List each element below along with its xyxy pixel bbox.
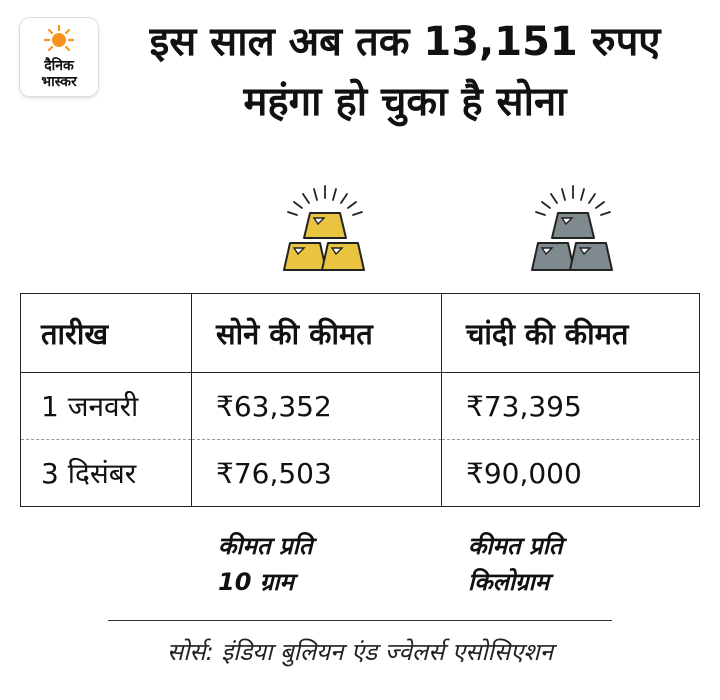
gold-bars-icon — [283, 185, 365, 271]
cell-gold-price: ₹63,352 — [191, 372, 442, 440]
gold-unit-line1: कीमत प्रति — [218, 532, 313, 560]
headline-line1: इस साल अब तक 13,151 रुपए — [149, 19, 661, 65]
header-gold-price: सोने की कीमत — [191, 293, 442, 373]
headline-line2: महंगा हो चुका है सोना — [243, 79, 567, 125]
cell-silver-price: ₹90,000 — [441, 439, 700, 507]
silver-unit-line1: कीमत प्रति — [468, 532, 563, 560]
divider — [108, 620, 612, 621]
header-silver-price: चांदी की कीमत — [441, 293, 700, 373]
silver-unit-note: कीमत प्रति किलोग्राम — [468, 528, 563, 600]
table-header-row: तारीख सोने की कीमत चांदी की कीमत — [20, 293, 700, 373]
logo-text-line1: दैनिक — [44, 58, 74, 74]
headline: इस साल अब तक 13,151 रुपए महंगा हो चुका ह… — [105, 12, 705, 132]
logo-text-line2: भास्कर — [41, 74, 77, 90]
table-row: 1 जनवरी ₹63,352 ₹73,395 — [20, 372, 700, 440]
gold-unit-note: कीमत प्रति 10 ग्राम — [218, 528, 313, 600]
price-table: तारीख सोने की कीमत चांदी की कीमत 1 जनवरी… — [20, 293, 700, 507]
cell-date: 1 जनवरी — [20, 372, 192, 440]
header-date: तारीख — [20, 293, 192, 373]
cell-gold-price: ₹76,503 — [191, 439, 442, 507]
dainik-bhaskar-logo: दैनिक भास्कर — [20, 18, 98, 96]
silver-bars-icon — [531, 185, 613, 271]
cell-silver-price: ₹73,395 — [441, 372, 700, 440]
source-credit: सोर्स: इंडिया बुलियन एंड ज्वेलर्स एसोसिए… — [166, 638, 554, 666]
sun-icon — [43, 24, 75, 52]
table-row: 3 दिसंबर ₹76,503 ₹90,000 — [20, 439, 700, 507]
silver-unit-line2: किलोग्राम — [468, 568, 550, 596]
cell-date: 3 दिसंबर — [20, 439, 192, 507]
gold-unit-line2: 10 ग्राम — [218, 568, 294, 596]
